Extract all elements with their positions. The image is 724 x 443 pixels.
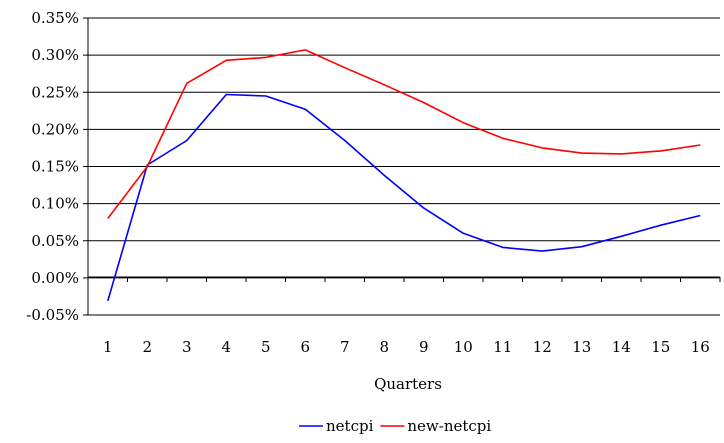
x-tick-label: 1 (103, 338, 113, 356)
x-tick-label: 11 (493, 338, 512, 356)
x-axis-title: Quarters (374, 375, 442, 393)
y-tick-label: 0.00% (31, 269, 79, 287)
y-tick-label: 0.10% (31, 195, 79, 213)
x-tick-label: 16 (691, 338, 710, 356)
x-axis: 1 2 3 4 5 6 7 8 9 10 11 12 13 14 15 16 (87, 276, 721, 356)
x-tick-label: 4 (221, 338, 231, 356)
x-tick-label: 10 (454, 338, 473, 356)
legend-label-new-netcpi: new-netcpi (407, 417, 491, 435)
series-lines (107, 49, 701, 302)
y-axis: -0.05% 0.00% 0.05% 0.10% 0.15% 0.20% 0.25% 0.30… (26, 9, 89, 324)
legend: netcpi new-netcpi (299, 417, 491, 435)
legend-label-netcpi: netcpi (326, 417, 374, 435)
x-tick-label: 13 (572, 338, 591, 356)
y-tick-label: 0.05% (31, 232, 79, 250)
y-tick-label: 0.25% (31, 83, 79, 101)
series-line-new-netcpi (107, 49, 701, 219)
y-tick-label: 0.20% (31, 120, 79, 138)
y-tick-label: 0.30% (31, 46, 79, 64)
x-tick-label: 12 (533, 338, 552, 356)
x-tick-label: 8 (379, 338, 389, 356)
x-tick-label: 3 (182, 338, 192, 356)
y-tick-label: -0.05% (26, 306, 79, 324)
x-tick-label: 5 (261, 338, 271, 356)
x-tick-label: 9 (419, 338, 429, 356)
x-tick-label: 7 (340, 338, 350, 356)
y-tick-label: 0.35% (31, 9, 79, 27)
y-tick-label: 0.15% (31, 158, 79, 176)
series-line-netcpi (107, 93, 701, 302)
x-tick-label: 6 (300, 338, 310, 356)
x-tick-label: 14 (612, 338, 631, 356)
x-tick-label: 15 (651, 338, 670, 356)
gridlines (88, 17, 720, 316)
x-tick-label: 2 (142, 338, 152, 356)
